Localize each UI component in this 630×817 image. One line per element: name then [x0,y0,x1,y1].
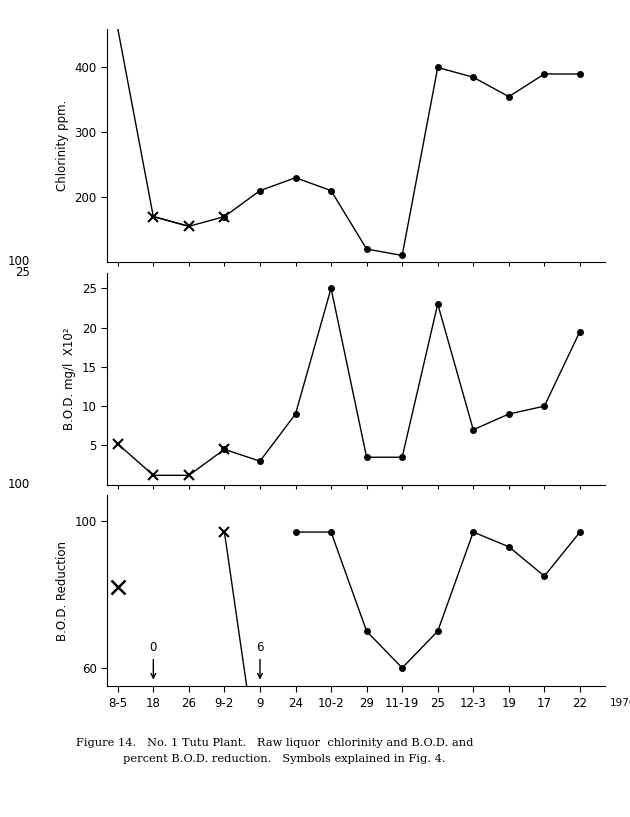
Text: percent B.O.D. reduction.   Symbols explained in Fig. 4.: percent B.O.D. reduction. Symbols explai… [76,754,445,764]
Text: 1970: 1970 [610,698,630,708]
Text: Figure 14.   No. 1 Tutu Plant.   Raw liquor  chlorinity and B.O.D. and: Figure 14. No. 1 Tutu Plant. Raw liquor … [76,738,473,748]
Text: 100: 100 [8,256,30,269]
Y-axis label: Chlorinity ppm.: Chlorinity ppm. [56,100,69,191]
Text: 100: 100 [8,478,30,491]
Y-axis label: B.O.D. Reduction: B.O.D. Reduction [56,541,69,641]
Y-axis label: B.O.D. mg/l  X10²: B.O.D. mg/l X10² [63,328,76,430]
Text: 6: 6 [256,641,264,678]
Text: 0: 0 [150,641,157,678]
Text: 25: 25 [15,266,30,279]
